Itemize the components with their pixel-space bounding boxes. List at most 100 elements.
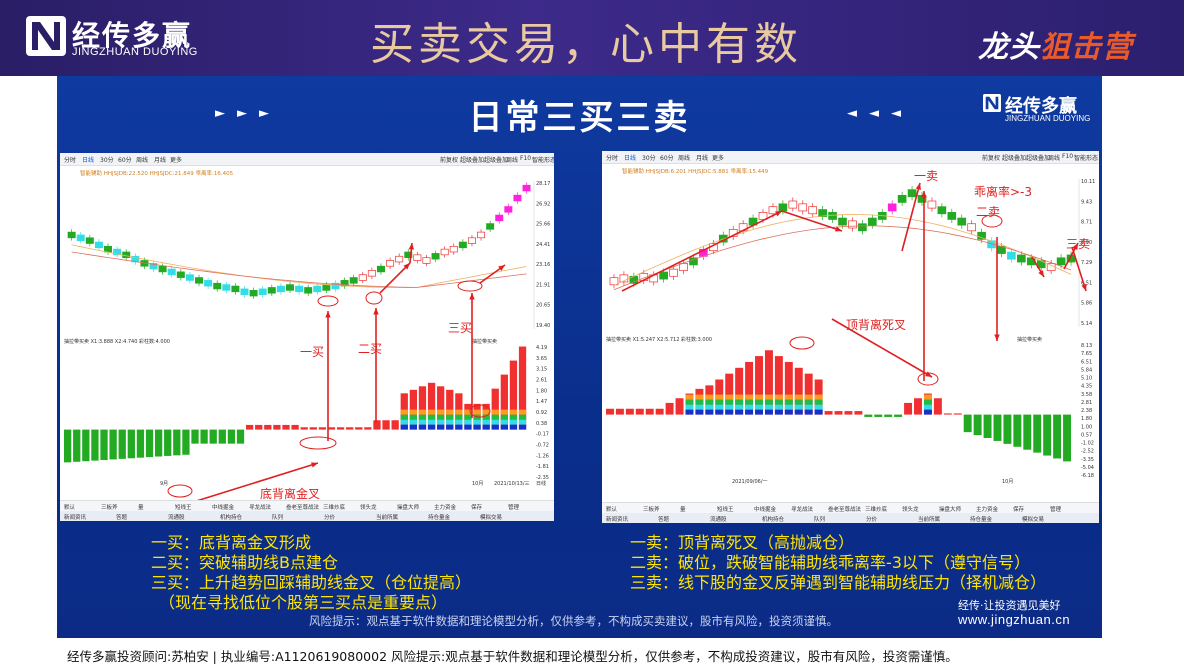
btn-fuquan[interactable]: 前复权 xyxy=(982,155,1001,162)
right-chart-tabs2: 新闻资讯 答题 流通股 机构持仓 队列 分价 当前所属 持仓量金 模拟交易 xyxy=(602,513,1099,523)
chart-tab-item[interactable]: 管理 xyxy=(508,505,520,511)
tab-fenshi[interactable]: 分时 xyxy=(64,157,77,164)
tab-60min[interactable]: 60分 xyxy=(118,157,132,164)
tab-weekly[interactable]: 周线 xyxy=(678,155,691,162)
chart-tab-item[interactable]: 领头龙 xyxy=(360,505,377,511)
chart-tab-item[interactable]: 模拟交易 xyxy=(480,515,503,521)
chart-tab-item[interactable]: 主力资金 xyxy=(976,507,999,513)
chart-tab-item[interactable]: 三板斧 xyxy=(101,505,118,511)
right-stock-chart[interactable]: 分时 日线 30分 60分 周线 月线 更多 前复权 超级叠加 超级叠加 周线 … xyxy=(602,151,1099,523)
chart-tab-item[interactable]: 领头龙 xyxy=(902,507,919,513)
macd-stack-band xyxy=(715,394,724,400)
btn-fuquan[interactable]: 前复权 xyxy=(440,157,459,164)
candle-body xyxy=(798,203,808,212)
website-link[interactable]: www.jingzhuan.cn xyxy=(958,612,1071,627)
macd-stack-band xyxy=(774,394,783,400)
candle-body xyxy=(104,245,113,253)
brand-part-a: 龙头 xyxy=(978,30,1040,65)
chart-tab-item[interactable]: 操盘大师 xyxy=(397,505,420,511)
chart-tab-item[interactable]: 模拟交易 xyxy=(1022,517,1045,523)
chart-tab-item[interactable]: 三维炒底 xyxy=(323,505,346,511)
chart-tab-item[interactable]: 默认 xyxy=(606,507,618,513)
chart-tab-item[interactable]: 三板斧 xyxy=(643,507,660,513)
chart-tab-item[interactable]: 持仓量金 xyxy=(970,517,993,523)
tab-monthly[interactable]: 月线 xyxy=(696,155,709,162)
chart-tab-item[interactable]: 寻龙战法 xyxy=(249,505,272,511)
chart-tab-item[interactable]: 保存 xyxy=(471,505,483,511)
chart-tab-item[interactable]: 寻龙战法 xyxy=(791,507,814,513)
logo-mark-icon xyxy=(26,16,66,56)
chart-tab-item[interactable]: 机构持仓 xyxy=(220,515,243,521)
tab-fenshi[interactable]: 分时 xyxy=(606,155,619,162)
macd-bar-up xyxy=(373,420,381,430)
chart-tab-item[interactable]: 当前所属 xyxy=(918,517,941,523)
tab-monthly[interactable]: 月线 xyxy=(154,157,167,164)
chart-tab-item[interactable]: 默认 xyxy=(64,505,76,511)
chart-tab-item[interactable]: 短线王 xyxy=(175,505,192,511)
annotation-arrow xyxy=(901,182,921,252)
chart-tab-item[interactable]: 主力资金 xyxy=(434,505,457,511)
chart-tab-item[interactable]: 流通股 xyxy=(710,517,727,523)
btn-pattern[interactable]: 智能形态 xyxy=(532,157,554,164)
candle-body xyxy=(917,194,927,203)
candle-body xyxy=(249,289,258,297)
tab-weekly[interactable]: 周线 xyxy=(136,157,149,164)
chart-tab-item[interactable]: 分价 xyxy=(324,515,336,521)
btn-overlay2[interactable]: 超级叠加 xyxy=(484,157,509,164)
macd-bar-down xyxy=(884,414,893,417)
chart-tab-item[interactable]: 机构持仓 xyxy=(762,517,785,523)
annotation-arrowhead xyxy=(994,334,1000,341)
tab-more[interactable]: 更多 xyxy=(170,157,183,164)
tab-more[interactable]: 更多 xyxy=(712,155,725,162)
chart-tab-item[interactable]: 中线掘金 xyxy=(754,507,777,513)
tab-30min[interactable]: 30分 xyxy=(100,157,114,164)
macd-bar-down xyxy=(1063,414,1072,462)
chart-tab-item[interactable]: 管理 xyxy=(1050,507,1062,513)
chart-tab-item[interactable]: 保存 xyxy=(1013,507,1025,513)
chart-tab-item[interactable]: 新闻资讯 xyxy=(606,517,629,523)
chart-tab-item[interactable]: 叁老至尊战法 xyxy=(828,507,862,513)
btn-overlay2[interactable]: 超级叠加 xyxy=(1026,155,1051,162)
tab-60min[interactable]: 60分 xyxy=(660,155,674,162)
tab-daily[interactable]: 日线 xyxy=(624,155,637,162)
btn-week[interactable]: 周线 xyxy=(1048,155,1061,162)
chart-tab-item[interactable]: 量 xyxy=(680,507,686,513)
chart-tab-item[interactable]: 短线王 xyxy=(717,507,734,513)
chart-tab-item[interactable]: 队列 xyxy=(814,517,826,523)
macd-stack-band xyxy=(482,419,490,425)
macd-bar-down xyxy=(109,429,117,460)
left-stock-chart[interactable]: 分时 日线 30分 60分 周线 月线 更多 前复权 超级叠加 超级叠加 周线 … xyxy=(60,153,554,521)
highlight-circle xyxy=(365,291,383,305)
btn-f10[interactable]: F10 xyxy=(520,155,532,162)
candle-body xyxy=(222,284,231,291)
annotation-arrowhead xyxy=(311,462,318,468)
chart-tab-item[interactable]: 队列 xyxy=(272,515,284,521)
macd-stack-band xyxy=(923,404,932,410)
chart-tab-item[interactable]: 操盘大师 xyxy=(939,507,962,513)
macd-stack-band xyxy=(400,409,408,415)
btn-overlay1[interactable]: 超级叠加 xyxy=(1002,155,1027,162)
chart-tab-item[interactable]: 中线掘金 xyxy=(212,505,235,511)
chart-tab-item[interactable]: 分价 xyxy=(866,517,878,523)
chart-tab-item[interactable]: 新闻资讯 xyxy=(64,515,87,521)
chart-tab-item[interactable]: 答题 xyxy=(658,517,670,523)
btn-f10[interactable]: F10 xyxy=(1062,153,1074,160)
chart-tab-item[interactable]: 量 xyxy=(138,505,144,511)
chart-tab-item[interactable]: 叁老至尊战法 xyxy=(286,505,320,511)
btn-week[interactable]: 周线 xyxy=(506,157,519,164)
chart-tab-item[interactable]: 当前所属 xyxy=(376,515,399,521)
candle-body xyxy=(331,282,340,290)
chart-tab-item[interactable]: 三维炒底 xyxy=(865,507,888,513)
tab-daily[interactable]: 日线 xyxy=(82,157,95,164)
annotation-arrowhead xyxy=(408,243,415,250)
btn-overlay1[interactable]: 超级叠加 xyxy=(460,157,485,164)
month-label: 10月 xyxy=(472,481,483,487)
btn-pattern[interactable]: 智能形态 xyxy=(1074,155,1099,162)
chart-tab-item[interactable]: 流通股 xyxy=(168,515,185,521)
tab-30min[interactable]: 30分 xyxy=(642,155,656,162)
macd-stack-band xyxy=(473,409,481,415)
macd-bar-down xyxy=(136,429,145,458)
chart-tab-item[interactable]: 持仓量金 xyxy=(428,515,451,521)
chart-tab-item[interactable]: 答题 xyxy=(116,515,128,521)
macd-stack-band xyxy=(794,399,803,405)
